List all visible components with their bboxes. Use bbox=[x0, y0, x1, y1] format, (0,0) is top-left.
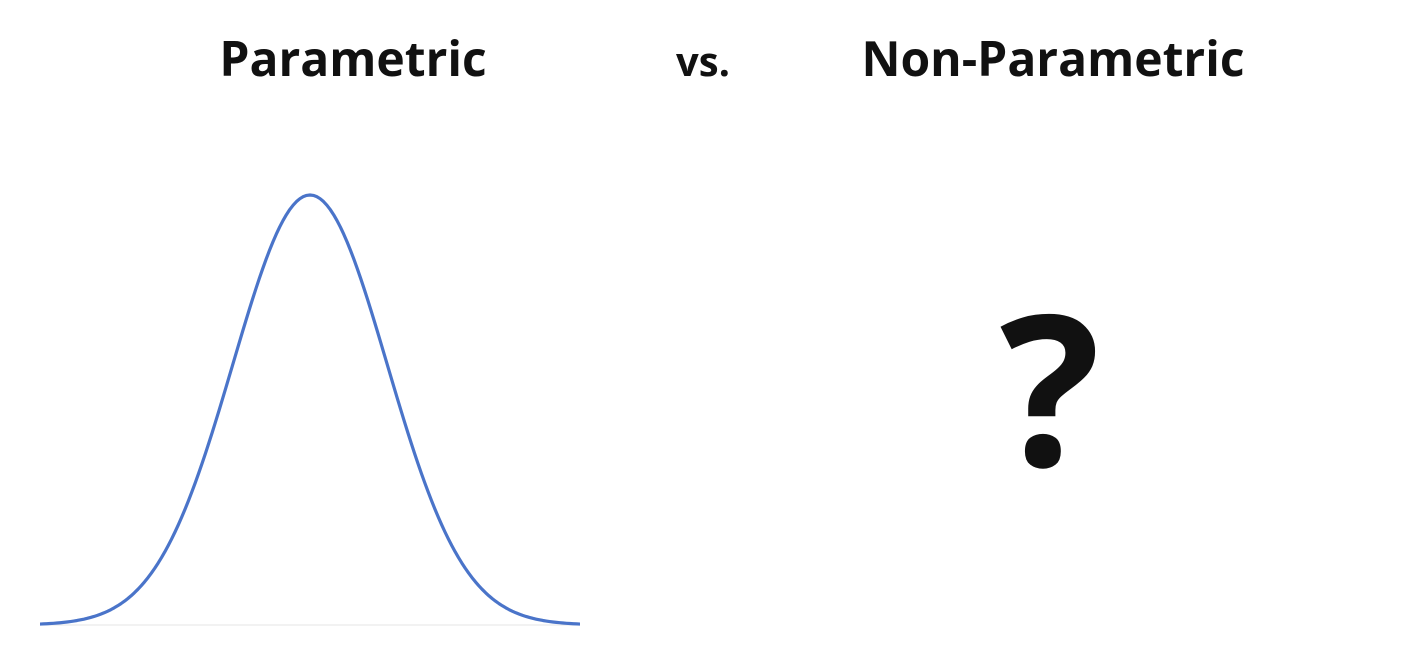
heading-parametric: Parametric bbox=[103, 26, 603, 91]
bell-curve-chart bbox=[40, 170, 580, 640]
question-mark-icon: ? bbox=[1000, 280, 1100, 490]
parametric-panel bbox=[40, 170, 580, 640]
heading-nonparametric: Non-Parametric bbox=[803, 26, 1303, 91]
headings-row: Parametric vs. Non-Parametric bbox=[0, 26, 1406, 91]
bell-curve-path bbox=[40, 195, 580, 624]
nonparametric-panel: ? bbox=[780, 170, 1320, 640]
heading-vs: vs. bbox=[603, 33, 803, 88]
